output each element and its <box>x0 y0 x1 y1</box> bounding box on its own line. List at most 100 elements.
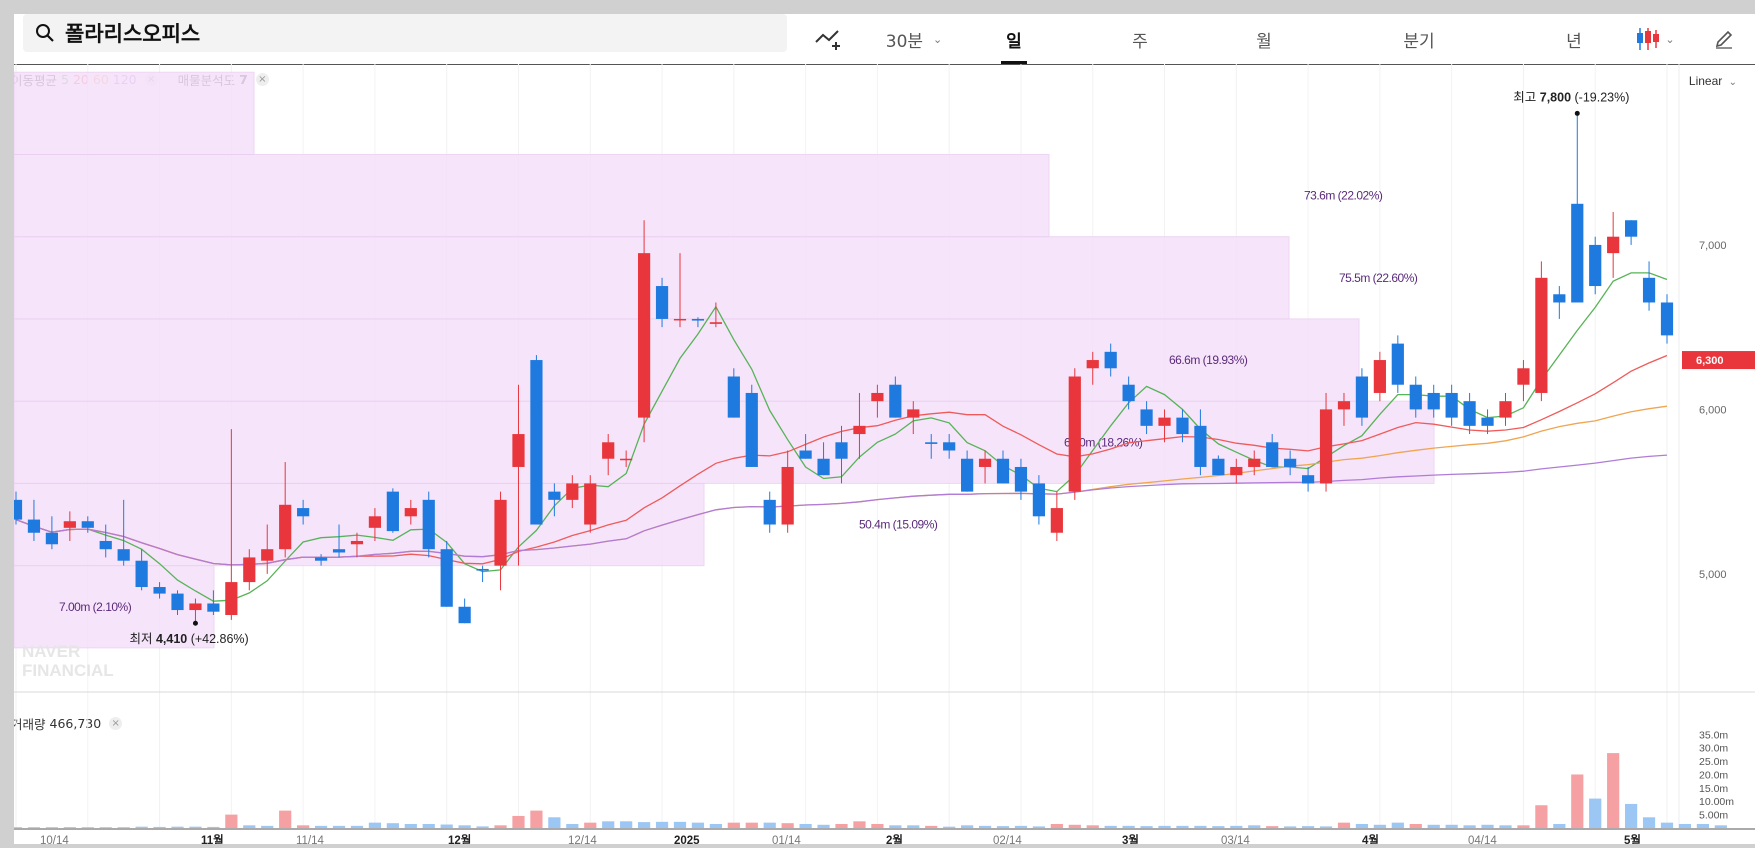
tab-day[interactable]: 일 <box>984 14 1044 64</box>
candle-body <box>1319 409 1333 484</box>
candle <box>1463 392 1476 435</box>
tab-label: 월 <box>1256 31 1272 52</box>
candle-body <box>925 442 938 444</box>
candle-body <box>1337 401 1351 410</box>
candle <box>727 368 740 418</box>
volume-bar <box>1642 817 1656 828</box>
candle <box>691 317 705 328</box>
volume-bar <box>889 825 902 828</box>
x-tick-label: 2025 <box>674 835 700 844</box>
volume-bar <box>1625 803 1638 828</box>
x-tick-label: 01/14 <box>772 835 801 844</box>
candle-body <box>63 521 76 528</box>
candle <box>1517 360 1530 402</box>
volume-bar <box>45 827 58 828</box>
stock-search-box[interactable]: 폴라리스오피스 <box>23 14 787 52</box>
candle-body <box>1050 508 1063 533</box>
candle <box>1355 368 1369 426</box>
chart-type-dropdown[interactable]: ⌄ <box>1630 14 1680 64</box>
candle <box>1248 450 1261 476</box>
candle <box>1337 392 1351 426</box>
volume-bar <box>1373 824 1386 828</box>
volume-bar <box>207 826 220 828</box>
candle-body <box>961 458 974 492</box>
x-tick-label: 5월 <box>1624 833 1641 844</box>
indicator-button[interactable] <box>809 14 849 64</box>
candle <box>1391 335 1404 393</box>
volume-bar <box>871 823 884 828</box>
high-annotation-part: 7,800 <box>1540 90 1571 104</box>
volume-bar <box>745 822 758 828</box>
volume-bar <box>620 821 633 828</box>
candle-body <box>279 504 292 550</box>
candlestick-icon <box>1637 28 1660 50</box>
candle-body <box>404 508 417 517</box>
candle <box>297 499 310 525</box>
close-icon[interactable]: × <box>255 73 269 86</box>
candle-body <box>171 593 184 611</box>
interval-dropdown[interactable]: 30분 ⌄ <box>874 14 954 64</box>
profile-label: 73.6m (22.02%) <box>1304 189 1383 203</box>
candle <box>1086 351 1099 385</box>
profile-label: 7.00m (2.10%) <box>59 600 132 614</box>
candle <box>1122 376 1135 410</box>
candle <box>1212 455 1225 476</box>
ma-20: 20 <box>72 72 89 87</box>
volume-bar <box>494 825 507 828</box>
current-price-label: 6,300 <box>1696 355 1724 367</box>
close-icon[interactable]: × <box>109 717 123 730</box>
ma-line-120 <box>15 454 1668 566</box>
current-price-tag <box>1682 351 1755 370</box>
profile-label: 50.4m (15.09%) <box>859 518 938 532</box>
candle <box>871 384 884 418</box>
volume-bar <box>189 826 202 828</box>
volume-bar <box>297 825 310 828</box>
candle-body <box>1086 360 1099 369</box>
close-icon[interactable]: × <box>144 73 158 86</box>
stock-name: 폴라리스오피스 <box>65 22 201 46</box>
volume-bar <box>978 825 992 828</box>
candle-body <box>637 253 651 418</box>
candle <box>153 582 166 599</box>
volume-bar <box>27 827 41 828</box>
candle <box>1068 368 1081 500</box>
volume-bar <box>1337 822 1351 828</box>
x-tick-label: 10/14 <box>40 835 69 844</box>
price-chart[interactable]: 7.00m (2.10%) 50.4m (15.09%) 61.0m (18.26%… <box>14 14 1755 844</box>
tab-month[interactable]: 월 <box>1234 14 1294 64</box>
candle <box>1535 261 1548 402</box>
candle-body <box>440 549 453 607</box>
candle-body <box>1463 401 1476 426</box>
annotations: 최고 7,800 (-19.23%) 최저 4,410 (+42.86%) <box>129 90 1629 646</box>
scale-dropdown[interactable]: Linear ⌄ <box>1689 74 1737 88</box>
candle <box>1284 450 1297 476</box>
volume-bar <box>1032 826 1046 828</box>
candle-body <box>602 442 615 459</box>
tab-week[interactable]: 주 <box>1110 14 1170 64</box>
candle-body <box>996 458 1010 484</box>
profile-bar <box>14 153 1050 238</box>
volume-bar <box>1535 805 1548 828</box>
volume-tick-label: 15.0m <box>1699 783 1728 795</box>
candle <box>548 483 561 517</box>
volume-tick-label: 35.0m <box>1699 729 1728 741</box>
candle <box>961 450 974 492</box>
candle-body <box>1284 458 1297 467</box>
candle <box>386 488 399 533</box>
moving-averages <box>15 272 1668 602</box>
candle <box>512 384 525 566</box>
candle-body <box>1607 236 1620 254</box>
candle <box>1373 351 1386 402</box>
high-annotation: 최고 7,800 (-19.23%) <box>1513 90 1629 104</box>
candle-body <box>763 499 776 525</box>
candle <box>620 450 633 467</box>
volume-bar <box>1427 824 1440 828</box>
volume-bar <box>512 815 525 828</box>
tab-year[interactable]: 년 <box>1544 14 1604 64</box>
draw-button[interactable] <box>1704 14 1744 64</box>
volume-tick-label: 25.0m <box>1699 756 1728 768</box>
tab-quarter[interactable]: 분기 <box>1379 14 1459 64</box>
ma-60: 60 <box>92 72 109 87</box>
volume-bar <box>1391 822 1404 828</box>
candle <box>1104 343 1117 377</box>
